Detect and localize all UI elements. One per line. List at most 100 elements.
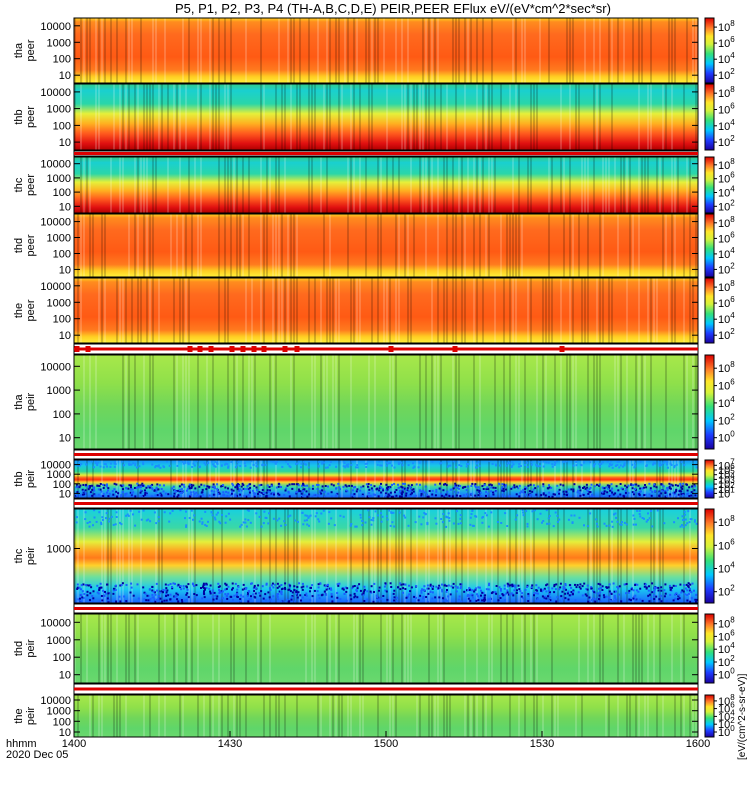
colorbar <box>704 354 715 450</box>
y-tick-label: 1000 <box>47 297 71 309</box>
y-tick-label: 10 <box>59 264 71 276</box>
spectrogram-thc_peir <box>74 509 698 603</box>
colorbar-tick-label: 102 <box>718 584 735 599</box>
separators <box>73 150 699 695</box>
y-axis-label: peer <box>25 234 37 256</box>
y-tick-label: 100 <box>53 249 71 261</box>
colorbar-tick-label: 104 <box>718 51 735 66</box>
colorbar <box>704 508 715 604</box>
colorbar-tick-label: 104 <box>718 311 735 326</box>
spectrogram-texture <box>77 278 694 343</box>
colorbar-tick-label: 108 <box>718 19 735 34</box>
separator-marker <box>85 346 91 352</box>
y-axis-label: the <box>13 303 25 318</box>
colorbar-tick-label: 102 <box>718 198 735 213</box>
y-tick-label: 1000 <box>47 706 71 718</box>
colorbar <box>704 694 715 738</box>
noise-layer <box>74 460 698 498</box>
colorbar <box>704 277 715 344</box>
panel-frame <box>73 354 699 450</box>
panel-frame <box>73 508 699 604</box>
separator-line <box>74 347 698 351</box>
spectrogram-texture <box>74 84 697 150</box>
panel-thc_peir: 1000 thc peir 108 106 104 102 <box>13 508 735 604</box>
separator-line <box>74 607 698 610</box>
separator-marker <box>251 346 257 352</box>
y-tick-label: 100 <box>53 652 71 664</box>
y-tick-label: 100 <box>53 479 71 491</box>
colorbar-tick-label: 102 <box>718 327 735 342</box>
panel-frame <box>73 83 699 151</box>
y-axis-label: peir <box>25 639 37 658</box>
colorbar-tick-label: 106 <box>718 35 735 50</box>
y-tick-label: 10 <box>59 488 71 500</box>
separator-marker <box>197 346 203 352</box>
y-tick-label: 10000 <box>40 281 71 293</box>
colorbar-tick-label: 106 <box>718 628 735 643</box>
y-tick-label: 100 <box>53 716 71 728</box>
separator-marker <box>74 346 80 352</box>
y-tick-label: 10000 <box>40 159 71 171</box>
spectrogram-thb_peer <box>74 84 698 150</box>
x-tick-label: 1530 <box>530 738 554 750</box>
separator-marker <box>240 346 246 352</box>
panel-tha_peir: 10000 1000 100 10 tha peir 108 106 104 102 100 <box>13 354 735 450</box>
y-tick-label: 10000 <box>40 460 71 472</box>
y-tick-label: 1000 <box>47 233 71 245</box>
spectrogram-thd_peir <box>74 614 698 683</box>
colorbar <box>704 156 715 214</box>
colorbar-tick-label: 106 <box>718 462 735 477</box>
y-axis-label: tha <box>13 393 25 409</box>
y-axis-label: thc <box>13 177 25 192</box>
colorbar-tick-label: 108 <box>718 215 735 230</box>
y-tick-label: 1000 <box>47 385 71 397</box>
y-axis-label: peir <box>25 706 37 725</box>
y-axis-label: peir <box>25 392 37 411</box>
colorbar-tick-label: 102 <box>718 481 735 496</box>
colorbar-tick-label: 105 <box>718 467 735 482</box>
colorbar-tick-label: 101 <box>718 485 735 500</box>
separator-marker <box>452 346 458 352</box>
colorbar-tick-label: 106 <box>718 102 735 117</box>
spectrogram-texture <box>74 18 697 83</box>
spectrogram-texture <box>83 355 697 449</box>
y-tick-label: 1000 <box>47 173 71 185</box>
y-tick-label: 1000 <box>47 469 71 481</box>
colorbar <box>704 613 715 684</box>
separator-marker <box>187 346 193 352</box>
chart-title: P5, P1, P2, P3, P4 (TH-A,B,C,D,E) PEIR,P… <box>175 1 611 16</box>
y-tick-label: 100 <box>53 54 71 66</box>
colorbar-tick-label: 108 <box>718 85 735 100</box>
colorbar-tick-label: 108 <box>718 360 735 375</box>
y-tick-label: 10000 <box>40 217 71 229</box>
y-axis-label: peir <box>25 469 37 488</box>
spectrogram-texture <box>77 695 697 737</box>
colorbar <box>704 459 715 499</box>
panel-frame <box>73 156 699 214</box>
y-tick-label: 10 <box>59 137 71 149</box>
y-axis-label: thb <box>13 471 25 486</box>
y-tick-label: 100 <box>53 409 71 421</box>
y-tick-label: 10 <box>59 433 71 445</box>
spectrogram-texture <box>77 460 694 498</box>
panel-frame <box>73 213 699 278</box>
colorbar-tick-label: 102 <box>718 67 735 82</box>
y-axis-label: thd <box>13 641 25 656</box>
separator-marker <box>282 346 288 352</box>
y-axis-label: tha <box>13 42 25 58</box>
separator-marker <box>294 346 300 352</box>
colorbar-tick-label: 104 <box>718 708 735 723</box>
y-tick-label: 1000 <box>47 37 71 49</box>
spectrogram-thc_peer <box>74 157 698 213</box>
colorbar-tick-label: 108 <box>718 616 735 631</box>
colorbar-tick-label: 100 <box>718 724 735 739</box>
colorbar-tick-label: 106 <box>718 171 735 186</box>
separator-marker <box>208 346 214 352</box>
panel-frame <box>73 277 699 344</box>
colorbar-tick-label: 102 <box>718 716 735 731</box>
spectrogram-thd_peer <box>74 214 698 277</box>
